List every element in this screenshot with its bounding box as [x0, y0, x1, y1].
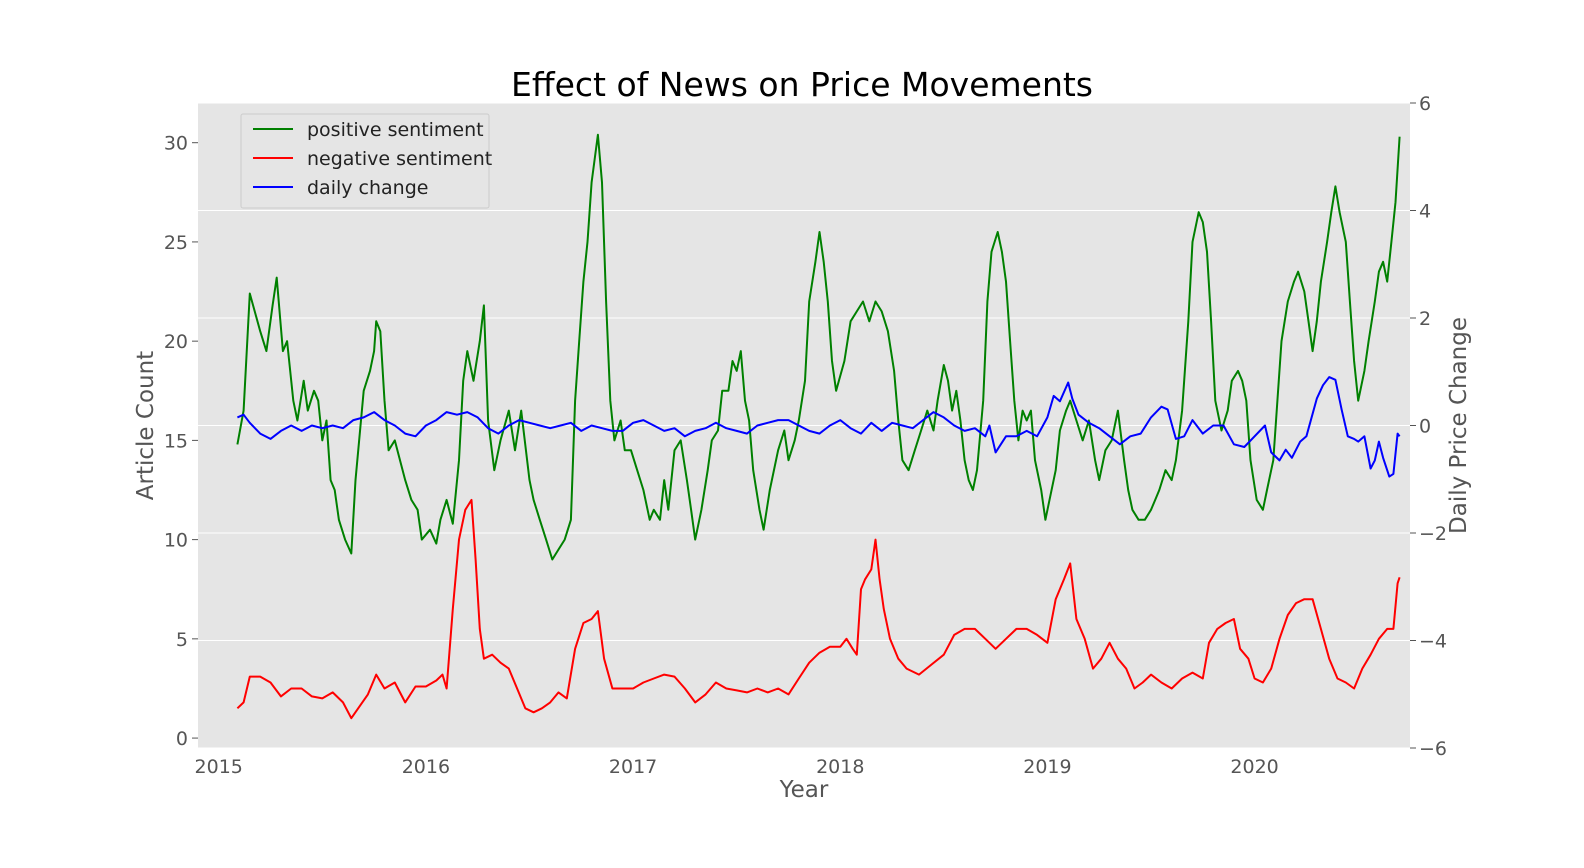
- legend-box: [240, 113, 490, 209]
- y-left-tick-label: 0: [176, 728, 188, 750]
- y-left-tick-label: 5: [176, 629, 188, 651]
- x-tick-label: 2018: [816, 756, 864, 778]
- x-tick-label: 2017: [609, 756, 657, 778]
- series-line-daily-change: [237, 376, 1401, 478]
- y-axis-label-left: Article Count: [133, 351, 159, 500]
- y-right-tick-label: 0: [1419, 416, 1431, 438]
- series-layer: [236, 133, 1401, 720]
- legend-label: daily change: [307, 177, 428, 199]
- y-right-tick-label: 4: [1419, 201, 1431, 223]
- x-tick-label: 2015: [195, 756, 243, 778]
- x-axis-label: Year: [779, 777, 829, 803]
- y-axis-label-right: Daily Price Change: [1446, 317, 1472, 534]
- legend-label: negative sentiment: [307, 148, 492, 170]
- y-right-tick-label: 6: [1419, 93, 1431, 115]
- grid: [198, 102, 1410, 749]
- chart-title: Effect of News on Price Movements: [511, 65, 1093, 104]
- y-left-tick-label: 30: [164, 133, 188, 155]
- y-left-tick-label: 15: [164, 430, 188, 452]
- y-right-tick-label: −2: [1419, 523, 1447, 545]
- x-tick-label: 2020: [1230, 756, 1278, 778]
- y-right-tick-label: −6: [1419, 738, 1447, 760]
- y-right-tick-label: −4: [1419, 631, 1447, 653]
- axes: 2015 2016 2017 2018 2019 2020051015202530−6−4…: [164, 93, 1447, 778]
- y-right-tick-label: 2: [1419, 308, 1431, 330]
- y-left-tick-label: 20: [164, 331, 188, 353]
- series-line-negative-sentiment: [236, 498, 1401, 720]
- x-tick-label: 2016: [402, 756, 450, 778]
- y-left-tick-label: 25: [164, 232, 188, 254]
- y-left-tick-label: 10: [164, 530, 188, 552]
- legend: positive sentiment negative sentiment dail…: [240, 113, 492, 209]
- legend-label: positive sentiment: [307, 119, 484, 141]
- x-tick-label: 2019: [1023, 756, 1071, 778]
